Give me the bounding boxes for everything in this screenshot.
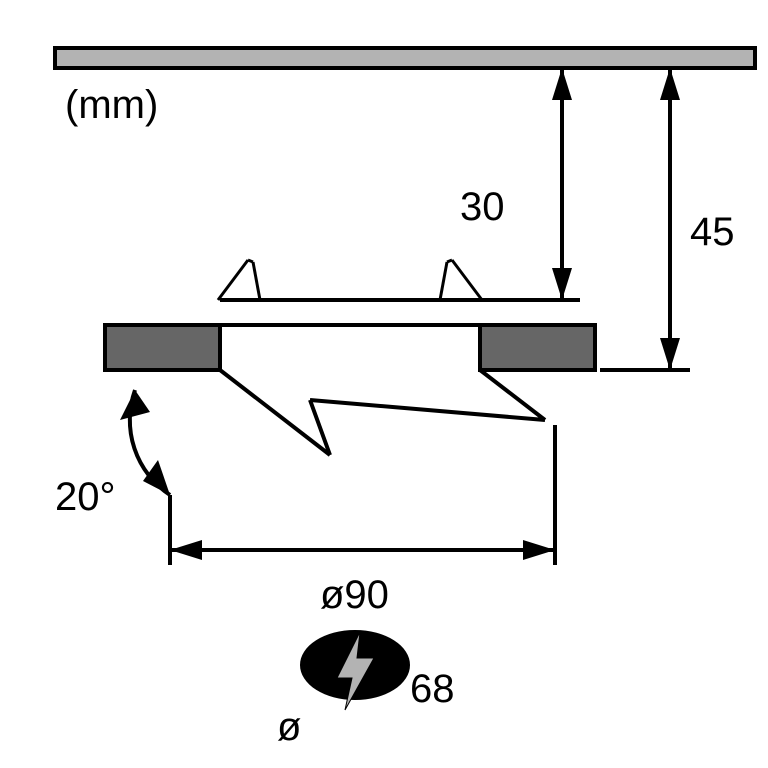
angle-indicator: 20° bbox=[55, 390, 170, 519]
cutout-dia-symbol: ø bbox=[277, 705, 301, 749]
dim-30-label: 30 bbox=[460, 185, 505, 229]
cutout-icon: ø 68 bbox=[277, 630, 455, 749]
fixture-body bbox=[105, 260, 595, 370]
tilt-lines bbox=[220, 370, 545, 455]
dim-90-label: ø90 bbox=[320, 573, 389, 617]
cutout-dia-label: 68 bbox=[410, 667, 455, 711]
ceiling-bar bbox=[55, 48, 755, 68]
dimension-30: 30 bbox=[460, 68, 580, 300]
unit-label: (mm) bbox=[65, 83, 158, 127]
angle-label: 20° bbox=[55, 475, 116, 519]
technical-diagram: (mm) 45 30 bbox=[0, 0, 768, 768]
dimension-45: 45 bbox=[600, 68, 735, 370]
dimension-90: ø90 bbox=[170, 425, 555, 617]
dim-45-label: 45 bbox=[690, 210, 735, 254]
